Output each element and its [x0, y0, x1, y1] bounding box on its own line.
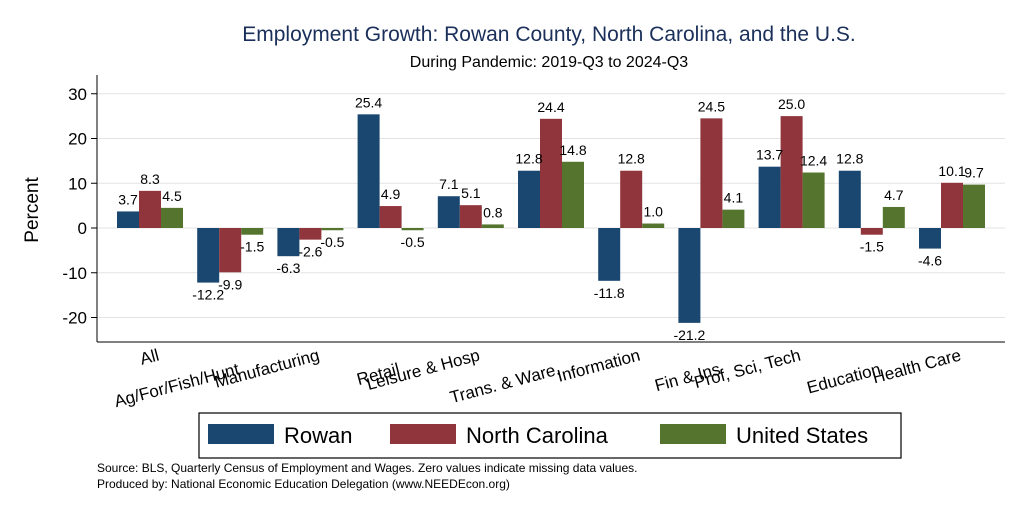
legend-label-rowan: Rowan: [284, 423, 352, 448]
data-label: 4.7: [884, 187, 904, 203]
data-label: -1.5: [860, 239, 884, 255]
bar-rowan-7: [678, 228, 701, 323]
y-tick-label: 0: [78, 219, 87, 238]
bar-north-carolina-3: [379, 206, 402, 228]
bar-united-states-8: [802, 172, 825, 228]
data-label: 8.3: [140, 171, 160, 187]
data-label: 9.7: [964, 165, 984, 181]
chart-subtitle: During Pandemic: 2019-Q3 to 2024-Q3: [410, 54, 688, 71]
data-label: 12.8: [618, 151, 645, 167]
bar-rowan-0: [117, 211, 139, 228]
legend-swatch-rowan: [208, 424, 274, 444]
bar-united-states-3: [401, 228, 424, 231]
bar-united-states-2: [321, 228, 344, 231]
data-label: -0.5: [401, 234, 425, 250]
category-label: Prof, Sci, Tech: [692, 346, 802, 393]
data-label: 12.8: [836, 151, 863, 167]
y-tick-label: 10: [68, 174, 87, 193]
bar-rowan-8: [758, 166, 781, 228]
bar-united-states-10: [963, 184, 985, 228]
bar-rowan-10: [919, 228, 941, 249]
bar-north-carolina-8: [780, 116, 803, 228]
data-label: 13.7: [756, 147, 783, 163]
data-label: 5.1: [461, 185, 481, 201]
bar-united-states-7: [722, 209, 745, 228]
bar-united-states-0: [161, 207, 183, 228]
data-label: 10.1: [938, 163, 965, 179]
y-tick-label: 20: [68, 130, 87, 149]
bar-united-states-5: [562, 161, 584, 228]
data-label: 4.5: [162, 188, 182, 204]
data-label: 1.0: [643, 204, 663, 220]
y-ticks: 30 20 10 0 -10 -20: [62, 85, 97, 328]
y-tick-label: -10: [62, 264, 87, 283]
bar-united-states-6: [642, 223, 665, 228]
legend: Rowan North Carolina United States: [198, 412, 902, 459]
bar-north-carolina-5: [540, 118, 562, 228]
bar-north-carolina-7: [700, 118, 723, 228]
bar-north-carolina-6: [620, 170, 643, 228]
category-label: All: [138, 346, 161, 369]
data-label: 4.9: [381, 186, 401, 202]
produced-by-note: Produced by: National Economic Education…: [97, 477, 510, 491]
legend-swatch-north-carolina: [390, 424, 456, 444]
data-label: 4.1: [724, 190, 744, 206]
data-label: -11.8: [594, 285, 625, 301]
bar-rowan-5: [518, 170, 540, 228]
data-label: -9.9: [218, 276, 242, 292]
bar-rowan-9: [838, 170, 861, 228]
category-label: Health Care: [870, 346, 963, 388]
data-label: -4.6: [918, 253, 942, 269]
legend-label-north-carolina: North Carolina: [466, 423, 609, 448]
data-label: -2.6: [298, 244, 322, 260]
data-label: -12.2: [192, 287, 224, 303]
y-tick-label: 30: [68, 85, 87, 104]
category-label: Education: [805, 360, 883, 398]
bar-north-carolina-0: [139, 190, 161, 228]
data-label: 12.8: [515, 151, 542, 167]
bar-north-carolina-9: [860, 228, 883, 235]
bar-rowan-1: [197, 228, 220, 283]
data-labels: 3.78.34.5-12.2-9.9-1.5-6.3-2.6-0.525.44.…: [118, 94, 984, 343]
bar-united-states-9: [882, 206, 905, 228]
bar-rowan-4: [437, 196, 460, 228]
data-label: 25.4: [355, 94, 382, 110]
bar-united-states-1: [241, 228, 264, 235]
category-label: Manufacturing: [212, 346, 321, 392]
bar-north-carolina-1: [219, 228, 242, 273]
bar-united-states-4: [481, 224, 504, 228]
legend-label-united-states: United States: [736, 423, 868, 448]
data-label: 25.0: [778, 96, 805, 112]
data-label: 12.4: [800, 153, 827, 169]
data-label: 14.8: [559, 142, 586, 158]
legend-swatch-united-states: [660, 424, 726, 444]
data-label: 24.4: [537, 99, 564, 115]
bars: [117, 114, 985, 323]
y-tick-label: -20: [62, 309, 87, 328]
category-label: Information: [555, 346, 642, 386]
bar-north-carolina-10: [941, 182, 963, 228]
bar-rowan-6: [598, 228, 621, 281]
bar-north-carolina-2: [299, 228, 322, 240]
y-axis-label: Percent: [22, 177, 43, 243]
data-label: 0.8: [483, 204, 503, 220]
bar-north-carolina-4: [459, 205, 482, 228]
data-label: -6.3: [276, 260, 300, 276]
chart-title: Employment Growth: Rowan County, North C…: [242, 23, 856, 46]
bar-rowan-2: [277, 228, 300, 257]
data-label: -1.5: [240, 239, 264, 255]
bar-rowan-3: [357, 114, 380, 228]
source-note: Source: BLS, Quarterly Census of Employm…: [97, 461, 637, 475]
legend-box: [198, 412, 902, 459]
data-label: 3.7: [118, 191, 138, 207]
data-label: 24.5: [698, 98, 725, 114]
data-label: -21.2: [673, 327, 705, 343]
data-label: 7.1: [439, 176, 459, 192]
data-label: -0.5: [320, 234, 344, 250]
